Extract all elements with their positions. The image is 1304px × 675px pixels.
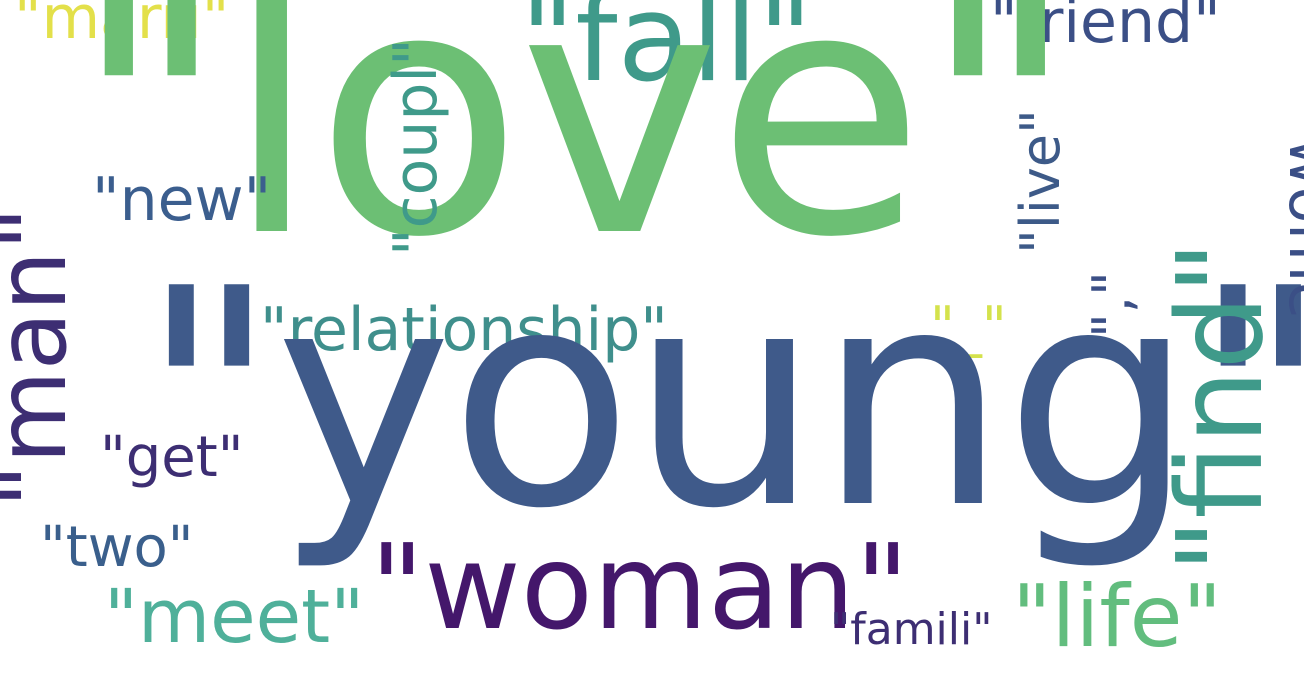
- word-friend: "friend": [990, 0, 1221, 57]
- word-man: "man": [0, 206, 88, 509]
- word-love: "love": [72, 0, 1078, 312]
- word-fall: "fall": [520, 0, 813, 109]
- word-live: "live": [1009, 109, 1072, 254]
- word-comma: ",": [1081, 271, 1144, 338]
- word-get: "get": [100, 425, 244, 490]
- word-young: "young": [140, 225, 1304, 574]
- word-underscore: "_": [930, 295, 1007, 358]
- word-life: "life": [1012, 567, 1223, 667]
- word-marri: "marri": [14, 0, 230, 53]
- word-find: "find": [1151, 240, 1289, 573]
- word-famili: "famili": [830, 604, 993, 655]
- word-two: "two": [40, 515, 194, 580]
- word-woman: "woman": [370, 518, 910, 656]
- word-new: "new": [92, 165, 272, 235]
- word-coupl: "coupl": [381, 38, 451, 256]
- word-relationship: "relationship": [260, 295, 668, 365]
- word-partial-right: "wome: [1275, 110, 1304, 319]
- word-meet: "meet": [104, 574, 365, 660]
